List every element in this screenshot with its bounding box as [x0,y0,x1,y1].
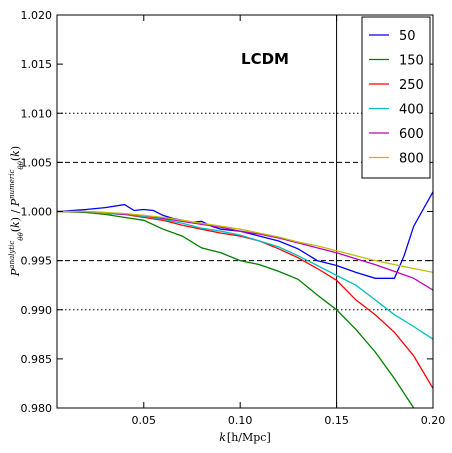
legend-entries: 50 150 250 400 600 800 [369,29,424,167]
series-line-800 [57,210,433,274]
ytick-label: 0.995 [21,255,53,268]
legend-label-250: 250 [399,78,424,93]
series-line-50 [57,191,433,279]
legend: 50 150 250 400 600 800 [361,16,431,179]
legend-label-600: 600 [399,127,424,142]
legend-label-150: 150 [399,54,424,69]
svg-text:Panalyticθθ(k) / Pnumericθθ(k): Panalyticθθ(k) / Pnumericθθ(k) [8,146,25,277]
legend-label-400: 400 [399,103,424,118]
x-tick-labels: 0.05 0.10 0.15 0.20 [132,414,446,427]
x-axis-label: k[h/Mpc] [219,431,271,444]
ytick-label: 0.980 [21,402,53,415]
ytick-label: 0.985 [21,353,53,366]
ticks [57,14,434,409]
series-line-250 [57,210,433,389]
xtick-label: 0.05 [132,414,157,427]
ytick-label: 1.005 [21,156,53,169]
y-axis-label: Panalyticθθ(k) / Pnumericθθ(k) [8,146,25,277]
legend-label-800: 800 [399,152,424,167]
legend-label-50: 50 [399,29,416,44]
xtick-label: 0.10 [228,414,253,427]
y-tick-labels: 0.980 0.985 0.990 0.995 1.000 1.005 1.010 1.015… [21,9,53,415]
ytick-label: 1.020 [21,9,53,22]
xtick-label: 0.20 [421,414,446,427]
ytick-label: 0.990 [21,304,53,317]
series-layer [57,191,433,408]
legend-box [361,16,431,179]
ytick-label: 1.000 [21,206,53,219]
ytick-label: 1.015 [21,58,53,71]
series-line-150 [57,210,415,408]
ytick-label: 1.010 [21,107,53,120]
series-line-600 [57,210,433,291]
chart-annotation: LCDM [241,50,289,68]
xtick-label: 0.15 [324,414,349,427]
